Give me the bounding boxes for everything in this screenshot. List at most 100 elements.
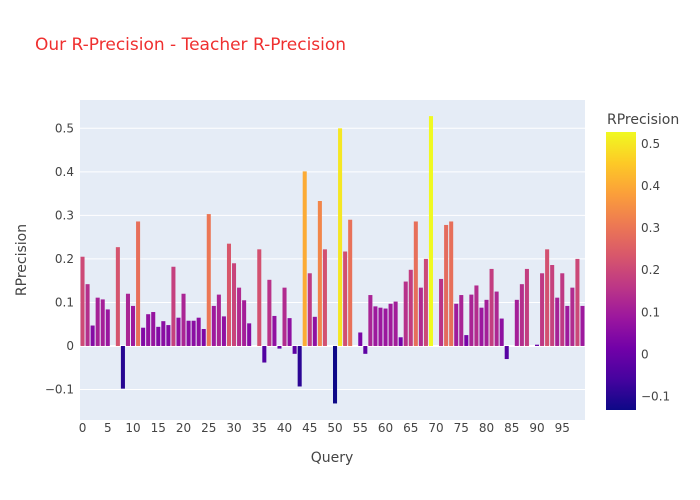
bar <box>489 268 494 346</box>
bar <box>388 303 393 346</box>
bar <box>257 249 262 346</box>
bar <box>90 325 95 346</box>
x-tick-label: 95 <box>555 421 570 435</box>
bar <box>120 345 125 389</box>
y-axis-title: RPrecision <box>14 224 30 296</box>
y-tick-label: 0.2 <box>55 252 74 266</box>
x-tick-label: 15 <box>151 421 166 435</box>
bar <box>524 268 529 346</box>
bar <box>514 299 519 346</box>
y-tick-label: −0.1 <box>45 383 74 397</box>
colorbar-title: RPrecision <box>607 112 679 128</box>
bar <box>454 303 459 346</box>
bar <box>136 221 141 346</box>
bar <box>161 321 166 346</box>
bar <box>287 318 292 346</box>
bar <box>474 285 479 346</box>
x-tick-label: 5 <box>104 421 112 435</box>
x-tick-label: 70 <box>428 421 443 435</box>
x-tick-label: 85 <box>504 421 519 435</box>
bar <box>428 116 433 346</box>
x-tick-label: 25 <box>201 421 216 435</box>
bar <box>237 287 242 346</box>
x-tick-label: 30 <box>226 421 241 435</box>
bar <box>302 171 307 346</box>
bar <box>519 284 524 346</box>
colorbar-tick-label: 0.2 <box>641 263 660 277</box>
bar <box>464 335 469 346</box>
colorbar-tick-label: 0.4 <box>641 179 660 193</box>
bar <box>499 318 504 346</box>
bar <box>322 249 327 346</box>
bar <box>272 315 277 346</box>
bar <box>201 329 206 346</box>
bar <box>232 263 237 346</box>
bar <box>297 345 302 387</box>
x-tick-label: 65 <box>403 421 418 435</box>
bar <box>105 309 110 346</box>
bar <box>176 317 181 346</box>
x-tick-label: 50 <box>327 421 342 435</box>
bar <box>479 307 484 346</box>
x-tick-label: 90 <box>529 421 544 435</box>
bar <box>580 305 585 346</box>
colorbar-ticks: −0.1 0 0.1 0.2 0.3 0.4 0.5 <box>641 137 670 404</box>
bars <box>80 116 585 404</box>
bar <box>393 301 398 346</box>
bar <box>242 300 247 346</box>
colorbar-tick-label: 0.5 <box>641 137 660 151</box>
bar <box>575 258 580 346</box>
y-tick-label: 0.1 <box>55 295 74 309</box>
bar <box>307 273 312 346</box>
y-tick-label: 0.3 <box>55 208 74 222</box>
bar <box>373 306 378 346</box>
bar <box>171 266 176 346</box>
bar <box>115 247 120 346</box>
bar <box>504 345 509 360</box>
x-tick-label: 35 <box>252 421 267 435</box>
bar <box>247 323 252 346</box>
x-tick-label: 75 <box>454 421 469 435</box>
bar <box>363 345 368 354</box>
bar <box>125 293 130 346</box>
bar <box>156 326 161 346</box>
bar <box>267 279 272 346</box>
bar <box>540 273 545 346</box>
bar <box>383 308 388 346</box>
bar <box>146 314 151 346</box>
bar <box>181 293 186 346</box>
bar <box>186 320 191 346</box>
bar <box>368 295 373 346</box>
y-tick-label: 0.4 <box>55 165 74 179</box>
x-tick-label: 0 <box>79 421 87 435</box>
x-tick-label: 60 <box>378 421 393 435</box>
bar <box>413 221 418 346</box>
colorbar-tick-label: 0.3 <box>641 221 660 235</box>
bar <box>312 316 317 346</box>
bar <box>408 269 413 346</box>
plot-area <box>80 100 585 420</box>
bar <box>423 258 428 346</box>
bar <box>484 299 489 346</box>
bar <box>333 345 338 404</box>
bar <box>560 273 565 346</box>
bar <box>565 305 570 346</box>
bar <box>262 345 267 363</box>
bar <box>85 284 90 346</box>
bar <box>151 312 156 346</box>
bar <box>348 219 353 346</box>
x-tick-label: 20 <box>176 421 191 435</box>
colorbar-tick-label: 0.1 <box>641 305 660 319</box>
bar <box>317 201 322 346</box>
x-axis-ticks: 0 5 10 15 20 25 30 35 40 45 50 55 60 65 70 75 80 85 90 95 <box>79 421 570 435</box>
x-tick-label: 10 <box>125 421 140 435</box>
bar <box>550 265 555 346</box>
bar <box>292 345 297 354</box>
x-tick-label: 55 <box>353 421 368 435</box>
bar <box>131 305 136 346</box>
bar <box>277 345 282 349</box>
bar <box>494 291 499 346</box>
bar <box>545 249 550 346</box>
y-tick-label: 0.5 <box>55 121 74 135</box>
y-tick-label: 0 <box>66 339 74 353</box>
